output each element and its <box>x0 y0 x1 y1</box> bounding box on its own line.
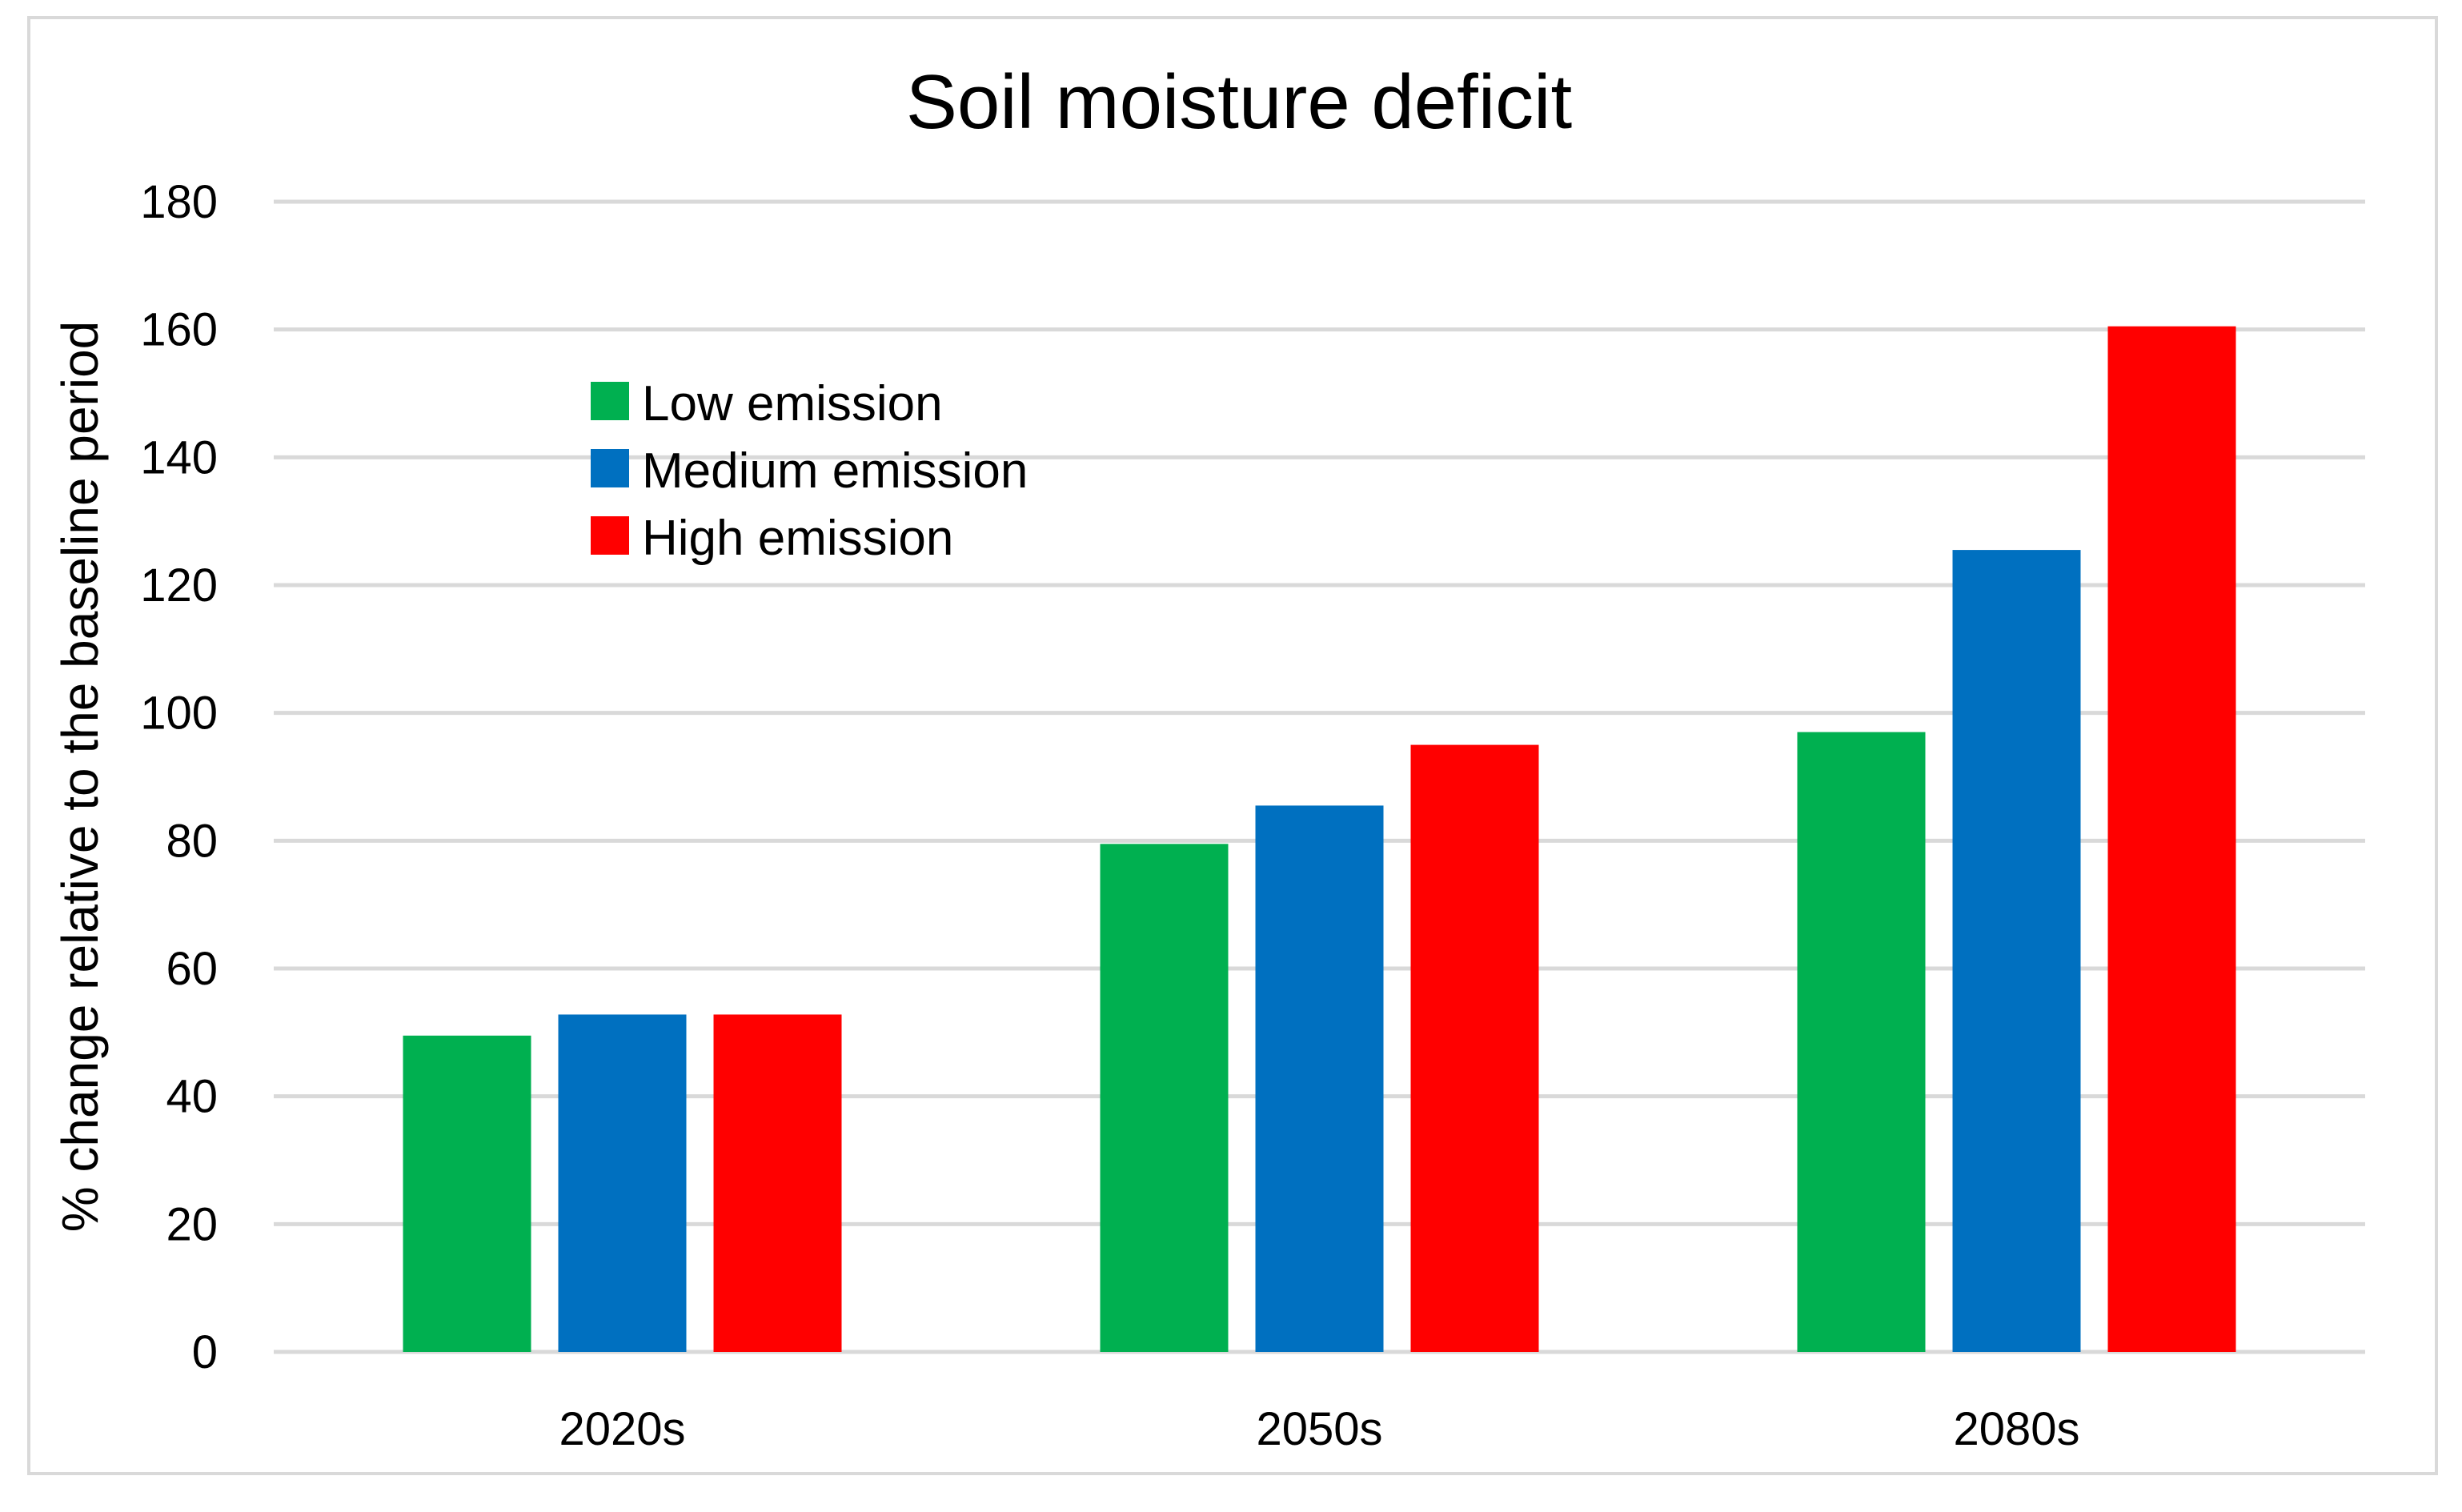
legend-swatch <box>591 516 629 555</box>
legend: Low emission Medium emission High emission <box>591 376 1028 566</box>
y-tick-label: 100 <box>140 688 218 740</box>
bar-low-emission-2020s <box>403 1035 531 1352</box>
bar-medium-emission-2080s <box>1952 550 2081 1352</box>
y-tick-label: 0 <box>192 1326 218 1378</box>
x-tick-label: 2080s <box>1953 1403 2079 1455</box>
y-tick-label: 120 <box>140 559 218 612</box>
legend-label: Medium emission <box>642 443 1028 499</box>
y-tick-label: 40 <box>166 1071 218 1123</box>
y-axis-ticks: 0 20 40 60 80 100 120 140 160 180 <box>140 176 218 1378</box>
y-tick-label: 80 <box>166 815 218 867</box>
legend-swatch <box>591 382 629 420</box>
y-axis-title: % change relative to the baseline period <box>51 321 109 1233</box>
chart-title: Soil moisture deficit <box>906 59 1572 145</box>
x-tick-label: 2020s <box>559 1403 685 1455</box>
bar-high-emission-2020s <box>713 1014 842 1352</box>
bar-low-emission-2080s <box>1797 732 1926 1352</box>
bar-high-emission-2050s <box>1410 744 1539 1352</box>
y-tick-label: 160 <box>140 304 218 356</box>
legend-label: Low emission <box>642 376 943 431</box>
y-tick-label: 140 <box>140 431 218 483</box>
y-tick-label: 180 <box>140 176 218 228</box>
y-tick-label: 60 <box>166 943 218 995</box>
bar-low-emission-2050s <box>1100 844 1229 1352</box>
x-axis-ticks: 2020s 2050s 2080s <box>559 1403 2079 1455</box>
bar-high-emission-2080s <box>2107 326 2236 1352</box>
x-tick-label: 2050s <box>1256 1403 1382 1455</box>
legend-swatch <box>591 449 629 487</box>
bar-medium-emission-2050s <box>1255 805 1384 1352</box>
bars <box>403 326 2236 1352</box>
legend-label: High emission <box>642 511 953 566</box>
bar-medium-emission-2020s <box>558 1014 687 1352</box>
y-tick-label: 20 <box>166 1198 218 1250</box>
